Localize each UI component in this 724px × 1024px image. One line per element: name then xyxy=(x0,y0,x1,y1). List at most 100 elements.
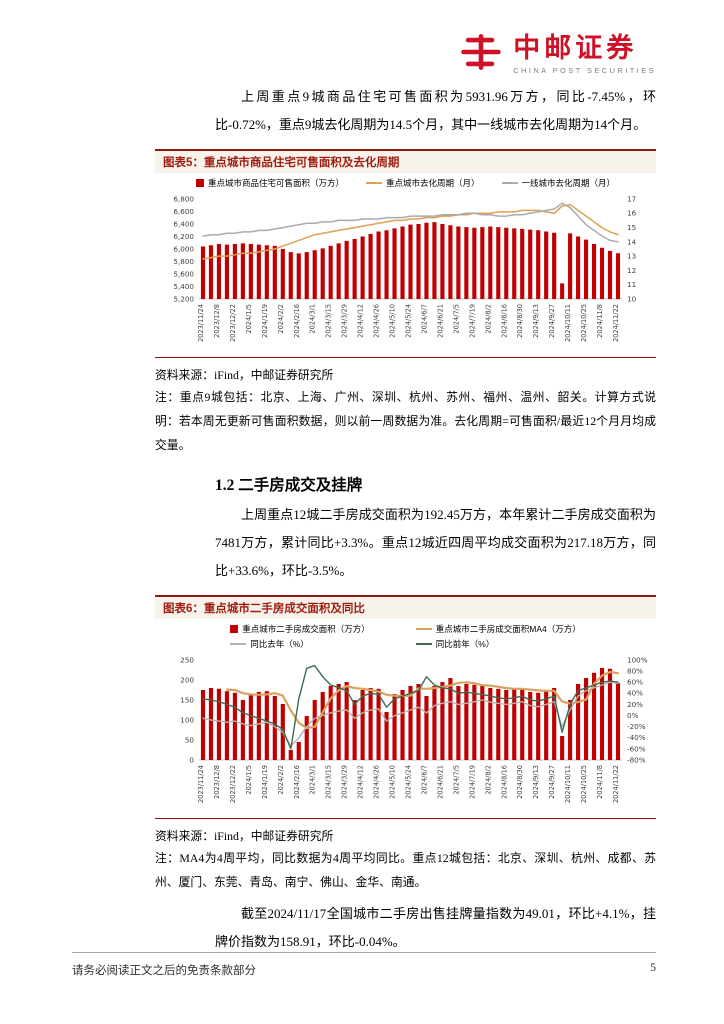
svg-text:2023/11/24: 2023/11/24 xyxy=(197,765,205,803)
svg-text:2024/8/16: 2024/8/16 xyxy=(500,765,508,799)
svg-text:100: 100 xyxy=(180,715,194,724)
svg-text:16: 16 xyxy=(627,209,637,218)
svg-text:17: 17 xyxy=(627,194,636,203)
svg-text:2024/9/13: 2024/9/13 xyxy=(532,765,540,799)
paragraph-secondhand-summary: 上周重点12城二手房成交面积为192.45万方，本年累计二手房成交面积为7481… xyxy=(215,507,656,579)
svg-text:15: 15 xyxy=(627,223,636,232)
figure6: 图表6：重点城市二手房成交面积及同比 重点城市二手房成交面积（万方） 重点城市二手… xyxy=(155,595,656,820)
svg-text:10: 10 xyxy=(627,294,637,303)
legend-item: 重点城市二手房成交面积（万方） xyxy=(230,623,370,635)
svg-text:2024/6/7: 2024/6/7 xyxy=(420,304,428,334)
svg-text:2024/4/26: 2024/4/26 xyxy=(373,304,381,338)
svg-text:2024/3/29: 2024/3/29 xyxy=(341,765,349,799)
legend-label: 同比前年（%） xyxy=(435,639,495,650)
svg-text:2024/10/11: 2024/10/11 xyxy=(564,304,572,342)
svg-text:20%: 20% xyxy=(627,700,643,709)
brand-text: 中邮证券 CHINA POST SECURITIES xyxy=(513,33,656,75)
svg-text:2024/3/1: 2024/3/1 xyxy=(309,304,317,334)
paragraph-listing-index: 截至2024/11/17全国城市二手房出售挂牌量指数为49.01，环比+4.1%… xyxy=(215,906,656,950)
brand-header: 中邮证券 CHINA POST SECURITIES xyxy=(72,0,656,77)
svg-text:5,200: 5,200 xyxy=(173,294,194,303)
svg-text:2023/12/22: 2023/12/22 xyxy=(229,304,237,342)
line-legend-swatch-icon xyxy=(501,181,518,185)
legend-label: 重点城市去化周期（月） xyxy=(385,177,480,188)
svg-text:2024/8/30: 2024/8/30 xyxy=(516,304,524,338)
svg-text:2024/9/27: 2024/9/27 xyxy=(548,765,556,799)
svg-text:13: 13 xyxy=(627,251,636,260)
footer-disclaimer: 请务必阅读正文之后的免责条款部分 xyxy=(72,965,256,977)
svg-text:0%: 0% xyxy=(627,711,639,720)
legend-item: 一线城市去化周期（月） xyxy=(501,177,616,189)
svg-text:11: 11 xyxy=(627,280,636,289)
svg-text:2024/11/22: 2024/11/22 xyxy=(612,304,620,342)
svg-text:2024/5/24: 2024/5/24 xyxy=(405,765,413,799)
svg-text:2024/5/10: 2024/5/10 xyxy=(389,304,397,338)
svg-text:6,200: 6,200 xyxy=(173,232,194,241)
svg-text:2024/1/5: 2024/1/5 xyxy=(245,304,253,334)
svg-text:6,600: 6,600 xyxy=(173,207,194,216)
svg-text:2024/8/30: 2024/8/30 xyxy=(516,765,524,799)
figure6-plot: 0 50 100 150 200 250 -80% -60% -40% -20% 0% 20% 40% 6… xyxy=(155,652,656,816)
svg-text:2023/12/8: 2023/12/8 xyxy=(213,765,221,799)
figure6-chart: 重点城市二手房成交面积（万方） 重点城市二手房成交面积MA4（万方） 同比去年（%）… xyxy=(155,619,656,819)
legend-item: 重点城市去化周期（月） xyxy=(365,177,480,189)
svg-text:250: 250 xyxy=(180,655,194,664)
figure5-legend: 重点城市商品住宅可售面积（万方） 重点城市去化周期（月） 一线城市去化周期（月） xyxy=(155,177,656,189)
svg-text:2024/11/8: 2024/11/8 xyxy=(596,304,604,338)
legend-item: 同比前年（%） xyxy=(415,638,581,650)
svg-text:2024/5/24: 2024/5/24 xyxy=(405,304,413,338)
legend-label: 同比去年（%） xyxy=(250,639,309,650)
svg-text:2024/11/22: 2024/11/22 xyxy=(612,765,620,803)
svg-text:2024/1/5: 2024/1/5 xyxy=(245,765,253,795)
svg-text:14: 14 xyxy=(627,237,637,246)
brand-emblem-icon xyxy=(459,32,503,77)
svg-text:2024/6/21: 2024/6/21 xyxy=(436,304,444,338)
svg-text:2023/12/22: 2023/12/22 xyxy=(229,765,237,803)
svg-text:-40%: -40% xyxy=(627,733,646,742)
svg-text:5,400: 5,400 xyxy=(173,282,194,291)
line-legend-swatch-icon xyxy=(415,642,432,646)
svg-text:100%: 100% xyxy=(627,655,648,664)
figure5-title: 图表5：重点城市商品住宅可售面积及去化周期 xyxy=(155,148,656,173)
svg-text:2024/7/5: 2024/7/5 xyxy=(452,304,460,334)
svg-text:40%: 40% xyxy=(627,689,643,698)
svg-text:-20%: -20% xyxy=(627,722,646,731)
svg-text:2024/8/16: 2024/8/16 xyxy=(500,304,508,338)
svg-text:2024/1/19: 2024/1/19 xyxy=(261,765,269,799)
section-heading-1-2: 1.2 二手房成交及挂牌 xyxy=(215,477,363,495)
svg-text:2024/9/13: 2024/9/13 xyxy=(532,304,540,338)
brand-name-en: CHINA POST SECURITIES xyxy=(513,65,656,75)
svg-text:2024/10/25: 2024/10/25 xyxy=(580,765,588,803)
svg-text:2024/6/21: 2024/6/21 xyxy=(436,765,444,799)
svg-text:2024/9/27: 2024/9/27 xyxy=(548,304,556,338)
svg-text:2024/10/11: 2024/10/11 xyxy=(564,765,572,803)
page-footer: 请务必阅读正文之后的免责条款部分 5 xyxy=(72,952,656,978)
svg-text:-80%: -80% xyxy=(627,755,646,764)
figure5-note: 注：重点9城包括：北京、上海、广州、深圳、杭州、苏州、福州、温州、韶关。计算方式… xyxy=(155,389,656,453)
figure5-chart: 重点城市商品住宅可售面积（万方） 重点城市去化周期（月） 一线城市去化周期（月） 5… xyxy=(155,172,656,357)
svg-text:2023/12/8: 2023/12/8 xyxy=(213,304,221,338)
legend-label: 重点城市商品住宅可售面积（万方） xyxy=(207,177,344,188)
figure6-source: 资料来源：iFind，中邮证券研究所 xyxy=(155,829,334,844)
svg-text:2024/3/29: 2024/3/29 xyxy=(341,304,349,338)
legend-label: 重点城市二手房成交面积（万方） xyxy=(242,624,370,635)
svg-text:2024/7/19: 2024/7/19 xyxy=(468,304,476,338)
svg-text:2024/3/1: 2024/3/1 xyxy=(309,765,317,795)
svg-text:5,800: 5,800 xyxy=(173,257,194,266)
line-legend-swatch-icon xyxy=(365,181,382,185)
page-number: 5 xyxy=(650,962,656,974)
svg-text:6,800: 6,800 xyxy=(173,194,194,203)
svg-text:2024/8/2: 2024/8/2 xyxy=(484,304,492,334)
legend-label: 一线城市去化周期（月） xyxy=(521,177,616,188)
svg-text:2024/1/19: 2024/1/19 xyxy=(261,304,269,338)
svg-text:5,600: 5,600 xyxy=(173,269,194,278)
svg-text:2024/2/16: 2024/2/16 xyxy=(293,304,301,338)
svg-text:2024/4/12: 2024/4/12 xyxy=(357,765,365,799)
figure5: 图表5：重点城市商品住宅可售面积及去化周期 重点城市商品住宅可售面积（万方） 重点… xyxy=(155,148,656,358)
svg-text:150: 150 xyxy=(180,695,194,704)
figure6-title: 图表6：重点城市二手房成交面积及同比 xyxy=(155,595,656,620)
svg-text:50: 50 xyxy=(185,735,195,744)
svg-text:2024/7/19: 2024/7/19 xyxy=(468,765,476,799)
figure6-legend: 重点城市二手房成交面积（万方） 重点城市二手房成交面积MA4（万方） 同比去年（%）… xyxy=(155,623,656,650)
